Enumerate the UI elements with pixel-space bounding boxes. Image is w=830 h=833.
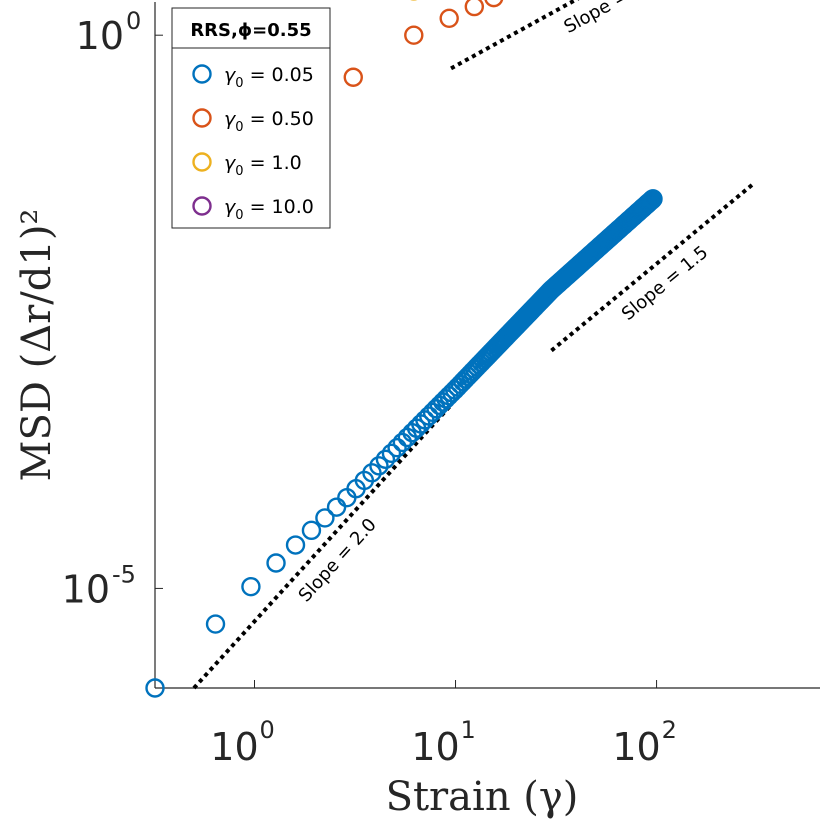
data-point [205,614,226,634]
legend-title: RRS,ϕ=0.55 [190,20,311,41]
y-tick-label: 10 [62,567,110,611]
data-point [362,463,382,483]
x-tick-label: 10 [411,725,459,769]
legend-marker [192,152,212,172]
legend-marker [192,108,212,128]
legend-entry-subscript: 0 [235,164,243,179]
data-point [484,0,504,8]
series--0-0.05 [145,189,663,698]
data-point [343,67,363,87]
legend-entry-symbol: γ [224,152,237,174]
data-point [369,456,389,476]
data-point [643,189,663,209]
y-tick-exponent: 0 [126,7,141,35]
data-point [426,399,446,419]
data-point [464,0,485,17]
ticks: 10 0 10 1 10 210 -510 0 [62,7,677,769]
legend-entry: γ0 = 1.0 [224,152,302,179]
slope-guide-line [450,0,580,71]
legend-box [171,7,331,229]
x-tick-exponent: 0 [259,716,274,744]
legend-entry-subscript: 0 [235,120,243,135]
legend-entry-value: = 0.50 [244,108,314,130]
data-point [439,8,459,29]
legend-marker [192,196,212,216]
legend-entry-subscript: 0 [235,76,243,91]
data-point [326,497,347,517]
slope-guide-line [550,183,754,353]
data-point [285,535,306,555]
axes [154,2,820,689]
legend-entry: γ0 = 0.50 [224,108,314,135]
legend-entry-value: = 1.0 [244,152,302,174]
data-point [392,432,413,453]
data-point [422,402,443,423]
data-point [315,508,335,528]
legend-entry-symbol: γ [224,196,237,218]
legend-entry-value: = 10.0 [244,196,314,218]
data-point [397,427,418,448]
data-point [381,443,402,464]
legend-entry-subscript: 0 [235,208,243,223]
y-tick-exponent: -5 [112,560,136,588]
axis-labels: Strain (γ) MSD (Δr/d1)² [14,209,578,820]
legend-entry: γ0 = 0.05 [224,64,314,91]
x-tick-exponent: 1 [461,716,476,744]
legend-entry-symbol: γ [224,108,237,130]
legend-entry-value: = 0.05 [244,64,314,86]
legend-entry-symbol: γ [224,64,237,86]
x-tick-label: 10 [612,725,660,769]
y-tick-label: 10 [76,14,124,58]
data-point [145,678,165,698]
legend-marker [192,64,212,84]
y-axis-label: MSD (Δr/d1)² [14,209,60,482]
slope-guide-label: Slope = 1.0 [561,0,663,38]
data-point [241,576,261,597]
legend-entry: γ0 = 10.0 [224,196,314,223]
data-point [375,449,396,470]
data-point [387,438,407,458]
x-axis-label: Strain (γ) [386,774,579,820]
series--0-0.50 [343,0,504,87]
x-tick-exponent: 2 [662,716,677,744]
data-points [145,0,663,698]
data-point [301,520,322,541]
data-point [266,553,286,573]
slope-guide-line [192,403,453,690]
x-tick-label: 10 [210,725,258,769]
data-point [404,25,424,45]
